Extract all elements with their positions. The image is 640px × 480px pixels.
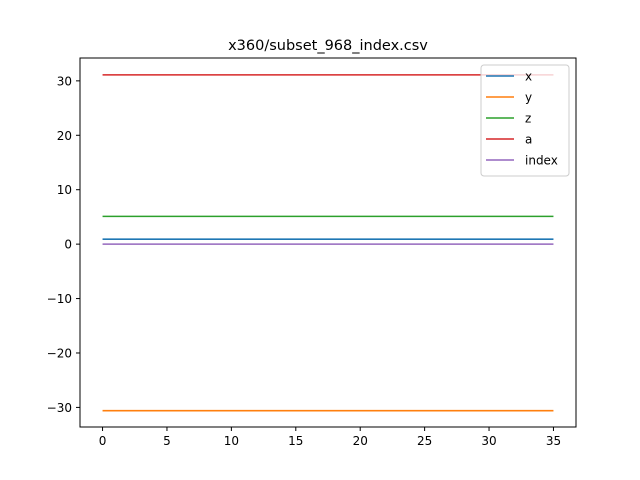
y-tick-label: 20 (57, 129, 72, 143)
y-tick-label: 30 (57, 74, 72, 88)
x-axis-ticks: 0 5 10 15 20 25 30 35 (99, 427, 561, 448)
x-tick-label: 15 (288, 434, 303, 448)
legend-label-x: x (525, 70, 532, 84)
x-tick-label: 30 (481, 434, 496, 448)
series-layer (102, 74, 554, 412)
y-tick-label: 0 (64, 238, 72, 252)
x-tick-label: 20 (353, 434, 368, 448)
plot-area-frame (79, 57, 577, 428)
y-axis-ticks: −30 −20 −10 0 10 20 30 (47, 74, 80, 415)
legend-label-index: index (525, 154, 558, 168)
x-tick-label: 10 (224, 434, 239, 448)
legend-label-a: a (525, 133, 532, 147)
x-tick-label: 35 (546, 434, 561, 448)
legend-label-y: y (525, 91, 532, 105)
chart-title: x360/subset_968_index.csv (228, 38, 428, 54)
y-tick-label: 10 (57, 183, 72, 197)
y-tick-label: −10 (47, 292, 72, 306)
x-tick-label: 25 (417, 434, 432, 448)
x-tick-label: 0 (99, 434, 107, 448)
legend-label-z: z (525, 112, 531, 126)
y-tick-label: −20 (47, 346, 72, 360)
legend-box (480, 64, 570, 177)
y-tick-label: −30 (47, 401, 72, 415)
x-tick-label: 5 (163, 434, 171, 448)
